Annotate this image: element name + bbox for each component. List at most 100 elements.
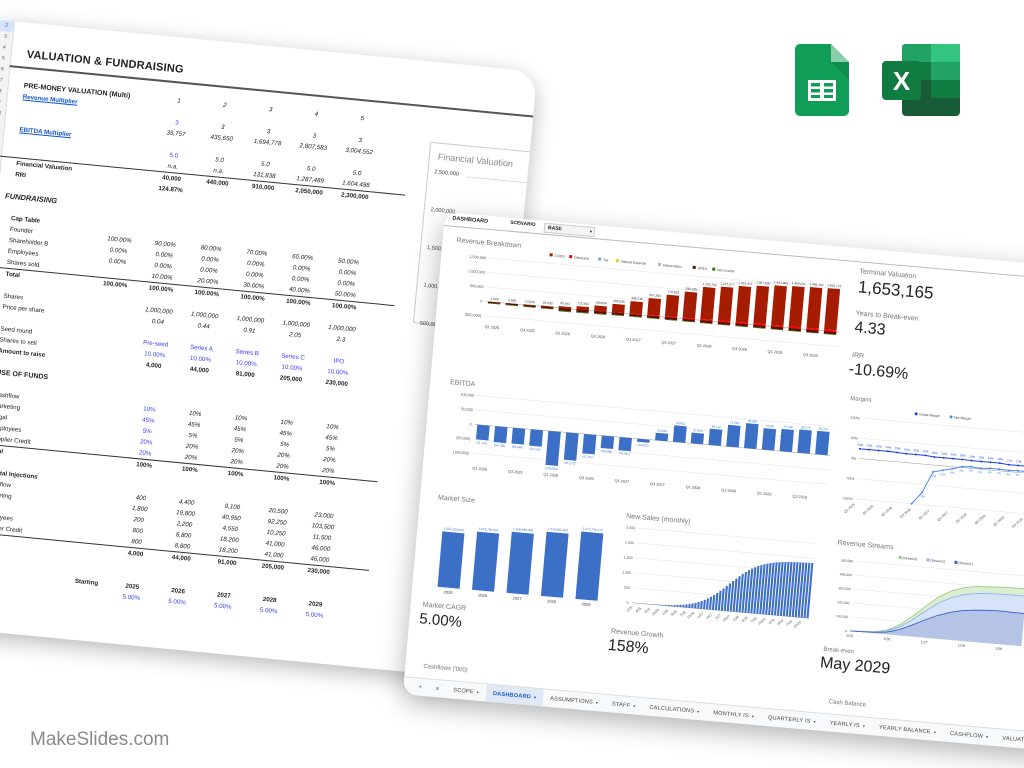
scenario-label: SCENARIO [510,220,536,228]
tab-calculations[interactable]: CALCULATIONS ▾ [642,698,707,722]
row-label: Total [0,446,4,456]
tab-assumptions[interactable]: ASSUMPTIONS ▾ [542,689,605,712]
tab-label: MONTHLY IS [712,710,750,720]
bar [747,568,754,614]
x-tick-label: 7/25 [643,607,651,614]
data-point [910,502,913,505]
tab-yearly-is[interactable]: YEARLY IS ▾ [822,714,873,736]
market-size-chart[interactable]: 1,051,200,000 2025 1,103,760,000 2026 1,158,… [425,504,613,614]
bar [682,604,685,608]
x-tick-label: Q1 2029 [767,350,782,355]
bar [744,423,759,450]
tab-yearly-balance[interactable]: YEARLY BALANCE ▾ [871,718,944,742]
tab-label: QUARTERLY IS [767,715,811,725]
bar-net-income [735,325,748,328]
bar [685,604,688,608]
data-label: 298,635 [613,299,625,304]
data-label: 3% [1006,472,1011,476]
y-tick-label: 50,000 [461,407,473,412]
gridline [477,395,833,427]
cash-balance-title: Cash Balance [828,699,867,709]
data-label: 1,150,752 [702,282,717,287]
tab-cashflow[interactable]: CASHFLOW ▾ [942,724,996,747]
gridline [631,602,809,619]
data-label: 5,569 [508,298,517,303]
row-number: 5 [1,55,5,62]
bar-discounts [788,326,802,329]
bar [791,562,799,617]
data-label: 80,767 [819,427,829,432]
gridline [466,176,538,188]
x-tick-label: 1/25 [846,634,853,639]
tab-quarterly-is[interactable]: QUARTERLY IS ▾ [760,708,823,731]
bar [563,432,579,461]
bar-cogs [806,287,823,329]
bar [773,562,781,616]
tab-valuation[interactable]: VALUATION▾ [995,729,1024,751]
bar [729,580,735,612]
data-label: 24% [876,444,883,449]
legend-label: Interest Expense [621,260,647,266]
chevron-down-icon: ▾ [595,700,599,706]
legend-label: Discounts [574,255,589,260]
tab-scope[interactable]: SCOPE ▾ [446,681,487,702]
gridline [489,257,843,290]
data-label: 111,563 [577,301,589,306]
data-label: 23% [895,446,902,451]
data-label: 25,630 [543,301,553,306]
data-label: 607,356 [649,293,661,298]
data-point [942,456,945,459]
data-label: (10,662) [637,443,648,448]
bar-net-income [646,317,660,320]
data-label: 189,894 [595,300,607,305]
bar [797,429,812,454]
x-tick-label: 2028 [547,598,557,604]
x-tick-label: 7/27 [714,613,722,620]
bar-opex [576,309,589,313]
bar-net-income [699,322,713,325]
data-label: (43,092) [601,449,612,454]
years-to-break-even-value: 4.33 [853,319,887,339]
margins-chart[interactable]: 100% 50% 0% -50% -100% Gross Margin Net Margin… [831,402,1024,544]
sheet-tabs-bar: + ≡ SCOPE ▾ DASHBOARD ▾ ASSUMPTIONS ▾ STAFF ▾ CA… [402,676,1024,751]
x-tick-label: 1/25 [626,606,634,613]
area-stream1 [850,610,1024,646]
bar [703,599,706,610]
x-tick-label: Q3 2029 [1011,517,1024,528]
add-sheet-button[interactable]: + [418,684,423,691]
google-sheets-logo [795,44,849,116]
bar [637,438,650,443]
tab-dashboard[interactable]: DASHBOARD ▾ [485,684,544,708]
x-tick-label: Q3 2028 [974,514,987,525]
bar [735,576,741,613]
data-label: 24% [867,443,874,448]
data-point [1007,469,1010,472]
data-label: 22% [922,449,929,454]
revenue-breakdown-chart[interactable]: 1,500,000 1,000,000 500,000 0 (500,000) COGS D… [442,243,848,370]
bar-discounts [735,321,749,325]
legend-marker [949,415,953,419]
tab-staff[interactable]: STAFF ▾ [604,695,643,716]
chart-title: Financial Valuation [437,151,514,169]
all-sheets-menu-button[interactable]: ≡ [435,686,440,693]
bar [582,433,597,455]
ebitda-chart[interactable]: 100,000 50,000 0 (50,000) (100,000) (51,141) (… [432,386,838,509]
data-label: 56,851 [676,421,686,426]
bar [618,437,632,452]
tab-monthly-is[interactable]: MONTHLY IS ▾ [705,704,761,727]
revenue-streams-chart[interactable]: 500,000 400,000 300,000 200,000 100,000 0 [Str… [821,547,1024,664]
bar [726,583,732,612]
bar-opex [823,330,837,335]
chevron-down-icon: ▾ [533,694,537,700]
data-label: (54,705) [494,443,505,448]
data-point [941,469,944,472]
data-label: 1,216,895,400 [548,527,569,533]
bar-opex [540,306,554,309]
data-label: (54,486) [512,445,523,450]
bar-cogs [824,288,841,331]
bar-cogs [753,285,770,325]
bar [506,531,534,595]
bar [672,425,687,443]
chevron-down-icon: ▾ [633,703,636,709]
